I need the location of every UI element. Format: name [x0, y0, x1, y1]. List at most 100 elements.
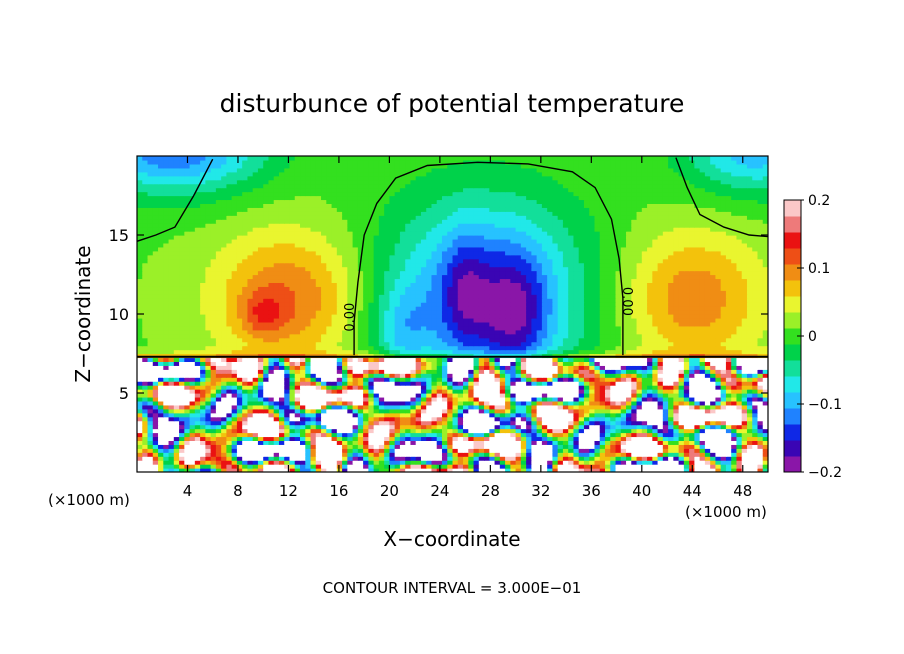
heatmap-cell [478, 385, 485, 390]
heatmap-cell [536, 373, 543, 378]
heatmap-cell [436, 377, 443, 382]
heatmap-cell [552, 412, 559, 418]
heatmap-cell [589, 310, 596, 315]
heatmap-cell [699, 416, 706, 422]
heatmap-cell [731, 341, 738, 347]
heatmap-cell [531, 424, 538, 430]
heatmap-cell [405, 373, 412, 378]
heatmap-cell [473, 444, 480, 449]
heatmap-cell [236, 325, 243, 331]
heatmap-cell [326, 440, 333, 445]
heatmap-cell [363, 393, 369, 398]
heatmap-cell [457, 357, 464, 362]
heatmap-cell [278, 321, 285, 327]
heatmap-cell [357, 456, 364, 461]
heatmap-cell [699, 468, 706, 472]
heatmap-cell [552, 448, 559, 453]
heatmap-cell [631, 452, 638, 457]
heatmap-cell [757, 424, 764, 430]
heatmap-cell [741, 377, 748, 382]
heatmap-cell [184, 373, 191, 378]
heatmap-cell [368, 373, 375, 378]
heatmap-cell [210, 444, 217, 449]
heatmap-cell [300, 456, 306, 461]
heatmap-cell [441, 381, 448, 386]
heatmap-cell [610, 333, 617, 339]
heatmap-cell [210, 436, 217, 441]
heatmap-cell [137, 404, 143, 410]
heatmap-cell [137, 333, 143, 339]
heatmap-cell [589, 369, 596, 374]
heatmap-cell [589, 424, 596, 430]
heatmap-cell [647, 464, 653, 469]
heatmap-cell [457, 396, 464, 402]
heatmap-cell [226, 361, 233, 366]
heatmap-cell [142, 337, 149, 343]
heatmap-cell [547, 412, 554, 418]
heatmap-cell [741, 393, 748, 398]
heatmap-cell [541, 408, 548, 414]
heatmap-cell [347, 396, 354, 402]
heatmap-cell [294, 436, 301, 441]
heatmap-cell [463, 341, 469, 347]
heatmap-cell [163, 361, 170, 366]
heatmap-cell [594, 404, 601, 410]
heatmap-cell [263, 408, 270, 414]
heatmap-cell [394, 333, 401, 339]
heatmap-cell [610, 329, 617, 335]
heatmap-cell [720, 357, 727, 362]
heatmap-cell [331, 317, 338, 323]
heatmap-cell [189, 444, 196, 449]
heatmap-cell [179, 440, 185, 445]
heatmap-cell [399, 408, 406, 414]
heatmap-cell [673, 404, 680, 410]
heatmap-cell [289, 424, 296, 430]
heatmap-cell [284, 341, 291, 347]
heatmap-cell [725, 365, 732, 370]
heatmap-cell [310, 317, 317, 323]
heatmap-cell [284, 333, 291, 339]
heatmap-cell [242, 408, 249, 414]
heatmap-cell [547, 396, 554, 402]
heatmap-cell [315, 389, 322, 394]
heatmap-cell [378, 329, 385, 335]
heatmap-cell [215, 317, 222, 323]
heatmap-cell [410, 468, 417, 472]
heatmap-cell [715, 389, 722, 394]
heatmap-cell [210, 321, 217, 327]
heatmap-cell [715, 444, 722, 449]
heatmap-cell [426, 381, 433, 386]
heatmap-cell [384, 377, 390, 382]
heatmap-cell [473, 369, 480, 374]
heatmap-cell [652, 337, 659, 343]
heatmap-cell [300, 345, 306, 351]
heatmap-cell [210, 385, 217, 390]
heatmap-cell [631, 314, 638, 319]
heatmap-cell [268, 420, 275, 426]
heatmap-cell [373, 444, 380, 449]
heatmap-cell [352, 369, 359, 374]
heatmap-cell [746, 381, 753, 386]
heatmap-cell [310, 400, 317, 406]
heatmap-cell [510, 361, 517, 366]
heatmap-cell [257, 349, 264, 355]
heatmap-cell [289, 369, 296, 374]
heatmap-cell [373, 365, 380, 370]
heatmap-cell [300, 329, 306, 335]
heatmap-cell [378, 321, 385, 327]
heatmap-cell [689, 389, 695, 394]
heatmap-cell [384, 365, 390, 370]
heatmap-cell [710, 373, 717, 378]
heatmap-cell [410, 314, 417, 319]
heatmap-cell [478, 408, 485, 414]
heatmap-cell [415, 381, 422, 386]
heatmap-cell [468, 440, 475, 445]
heatmap-cell [142, 325, 149, 331]
heatmap-cell [562, 325, 569, 331]
heatmap-cell [278, 349, 285, 355]
heatmap-cell [368, 333, 375, 339]
heatmap-cell [568, 317, 575, 323]
heatmap-cell [200, 357, 206, 362]
heatmap-cell [673, 365, 680, 370]
heatmap-cell [746, 452, 753, 457]
